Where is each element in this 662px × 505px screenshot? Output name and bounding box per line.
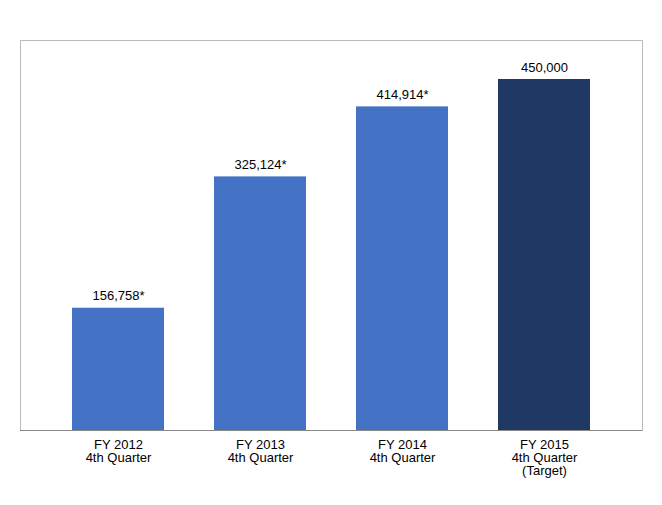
svg-text:414,914*: 414,914* (376, 87, 428, 102)
svg-text:156,758*: 156,758* (92, 288, 144, 303)
svg-text:FY 20154th Quarter(Target): FY 20154th Quarter(Target) (512, 437, 578, 478)
svg-text:FY 20124th Quarter: FY 20124th Quarter (86, 437, 152, 465)
svg-text:FY 20134th Quarter: FY 20134th Quarter (228, 437, 294, 465)
svg-text:450,000: 450,000 (521, 60, 568, 75)
svg-text:FY 20144th Quarter: FY 20144th Quarter (370, 437, 436, 465)
svg-text:325,124*: 325,124* (234, 157, 286, 172)
